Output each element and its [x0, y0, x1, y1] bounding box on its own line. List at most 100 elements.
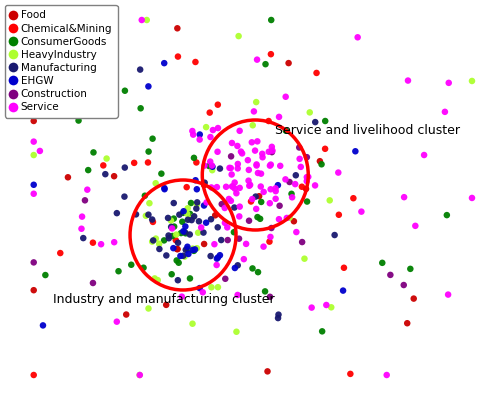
Point — [260, 243, 268, 250]
Point — [189, 132, 197, 138]
Point — [298, 184, 306, 190]
Point — [64, 174, 72, 181]
Point — [167, 217, 175, 224]
Point — [206, 134, 214, 140]
Point — [304, 174, 312, 180]
Point — [32, 107, 40, 114]
Point — [180, 229, 188, 235]
Point — [303, 154, 311, 160]
Point — [236, 213, 244, 220]
Point — [248, 265, 256, 272]
Point — [258, 150, 266, 157]
Point — [200, 182, 208, 188]
Text: Industry and manufacturing cluster: Industry and manufacturing cluster — [53, 293, 274, 307]
Point — [266, 162, 274, 169]
Point — [214, 125, 222, 131]
Point — [311, 119, 319, 125]
Point — [312, 70, 320, 76]
Point — [188, 247, 196, 253]
Point — [254, 170, 262, 176]
Point — [102, 155, 110, 162]
Point — [236, 185, 244, 191]
Point — [275, 114, 283, 120]
Point — [354, 34, 362, 40]
Point — [274, 182, 282, 188]
Point — [200, 162, 208, 169]
Point — [186, 231, 194, 238]
Point — [200, 229, 207, 236]
Point — [321, 146, 329, 152]
Point — [197, 224, 205, 231]
Point — [170, 224, 178, 230]
Point — [318, 328, 326, 335]
Point — [240, 256, 248, 262]
Point — [185, 216, 193, 222]
Point — [110, 173, 118, 179]
Point — [200, 241, 208, 247]
Point — [88, 45, 96, 51]
Point — [136, 66, 144, 73]
Point — [208, 164, 216, 170]
Point — [184, 246, 192, 252]
Point — [228, 183, 236, 190]
Point — [85, 21, 93, 27]
Point — [321, 118, 329, 124]
Point — [217, 237, 225, 243]
Point — [188, 128, 196, 134]
Point — [182, 230, 190, 237]
Point — [216, 166, 224, 172]
Point — [136, 372, 143, 378]
Point — [152, 235, 160, 242]
Point — [141, 192, 149, 199]
Point — [276, 163, 284, 169]
Point — [420, 152, 428, 158]
Point — [244, 157, 252, 163]
Point — [412, 223, 420, 229]
Point — [288, 194, 296, 201]
Point — [227, 165, 235, 171]
Point — [97, 241, 105, 247]
Point — [170, 245, 177, 251]
Point — [30, 287, 38, 293]
Point — [234, 165, 241, 171]
Point — [308, 305, 316, 311]
Point — [176, 211, 184, 218]
Point — [295, 144, 303, 150]
Point — [251, 147, 259, 154]
Point — [193, 186, 201, 192]
Point — [142, 213, 150, 219]
Point — [292, 229, 300, 235]
Point — [257, 171, 265, 177]
Point — [196, 285, 203, 291]
Point — [113, 210, 121, 216]
Point — [188, 217, 196, 223]
Point — [172, 231, 180, 238]
Point — [193, 199, 201, 205]
Point — [202, 199, 210, 205]
Point — [228, 171, 235, 178]
Point — [303, 174, 311, 181]
Point — [162, 252, 170, 259]
Point — [172, 237, 180, 243]
Point — [74, 117, 82, 124]
Point — [192, 205, 200, 212]
Point — [152, 180, 160, 186]
Point — [144, 211, 152, 218]
Point — [410, 295, 418, 302]
Point — [221, 205, 229, 211]
Point — [196, 132, 204, 138]
Point — [150, 275, 158, 282]
Point — [244, 177, 252, 184]
Point — [149, 219, 157, 225]
Point — [214, 224, 222, 230]
Point — [274, 312, 282, 318]
Point — [267, 17, 275, 23]
Point — [196, 136, 203, 143]
Point — [95, 92, 103, 98]
Point — [272, 196, 280, 202]
Point — [113, 318, 121, 325]
Point — [78, 226, 86, 232]
Point — [170, 200, 177, 206]
Point — [272, 185, 280, 192]
Point — [265, 149, 273, 155]
